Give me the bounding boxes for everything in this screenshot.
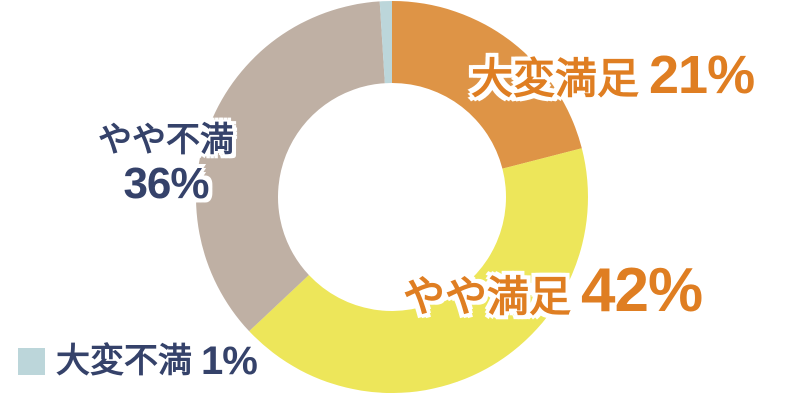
label-somewhat-satisfied-text: やや満足 [403,273,572,320]
slice-somewhat-satisfied [249,148,588,393]
legend-very-dissatisfied-value: 1% [201,339,258,383]
label-somewhat-dissatisfied-value: 36% [123,158,209,208]
legend-very-dissatisfied: 大変不満 1% [18,339,258,383]
label-very-satisfied: 大変満足 21% [471,45,755,105]
label-somewhat-satisfied-value: 42% [581,256,703,325]
legend-very-dissatisfied-text: 大変不満 [56,342,192,380]
label-somewhat-satisfied: やや満足 42% [403,256,703,325]
slice-somewhat-dissatisfied [196,1,385,332]
label-somewhat-dissatisfied: やや不満 36% [92,120,240,207]
slice-very-satisfied [392,1,582,169]
label-very-satisfied-text: 大変満足 [471,55,640,102]
label-very-satisfied-value: 21% [649,45,755,105]
label-somewhat-dissatisfied-text: やや不満 [98,121,234,159]
legend-color-swatch [18,347,45,375]
slice-very-dissatisfied [379,1,392,84]
